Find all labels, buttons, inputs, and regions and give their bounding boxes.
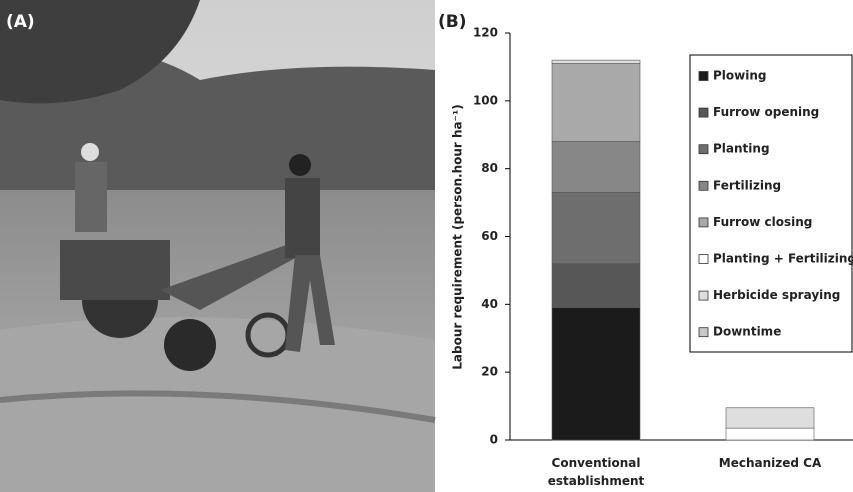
legend-swatch <box>698 180 709 191</box>
y-tick-label: 40 <box>481 297 498 311</box>
bar-segment <box>725 427 815 441</box>
bar-segment <box>551 307 641 441</box>
legend-label: Herbicide spraying <box>713 288 840 302</box>
panel-label: (A) <box>6 12 35 32</box>
x-tick-label: Conventional establishment <box>547 456 645 488</box>
y-axis-label: Labour requirement (person.hour ha⁻¹) <box>451 104 465 369</box>
legend-swatch <box>698 327 709 338</box>
bar-segment <box>551 263 641 309</box>
legend-label: Planting + Fertilizing <box>713 252 853 266</box>
legend-swatch <box>698 254 709 264</box>
legend-label: Downtime <box>713 325 781 339</box>
legend-label: Plowing <box>713 69 766 83</box>
y-tick-label: 0 <box>490 433 498 447</box>
legend-swatch <box>698 144 709 155</box>
y-tick-label: 100 <box>473 93 498 107</box>
bar-segment <box>551 63 641 142</box>
photo <box>0 0 436 492</box>
bar-segment <box>551 59 641 64</box>
legend-label: Planting <box>713 142 770 156</box>
legend-label: Furrow closing <box>713 215 812 229</box>
legend-swatch <box>698 71 709 81</box>
y-tick-label: 20 <box>481 365 498 379</box>
legend-swatch <box>698 107 709 118</box>
legend-label: Furrow opening <box>713 105 819 119</box>
legend-label: Fertilizing <box>713 178 781 192</box>
bar-segment <box>551 141 641 193</box>
x-tick-label: Mechanized CA <box>718 456 822 470</box>
y-tick-label: 80 <box>481 161 498 175</box>
legend-swatch <box>698 290 709 301</box>
bar-segment <box>551 192 641 264</box>
y-tick-label: 60 <box>481 229 498 243</box>
bar-segment <box>725 407 815 429</box>
legend-swatch <box>698 217 709 228</box>
legend <box>689 54 853 353</box>
panel-label: (B) <box>438 12 467 32</box>
y-tick-label: 120 <box>473 26 498 40</box>
